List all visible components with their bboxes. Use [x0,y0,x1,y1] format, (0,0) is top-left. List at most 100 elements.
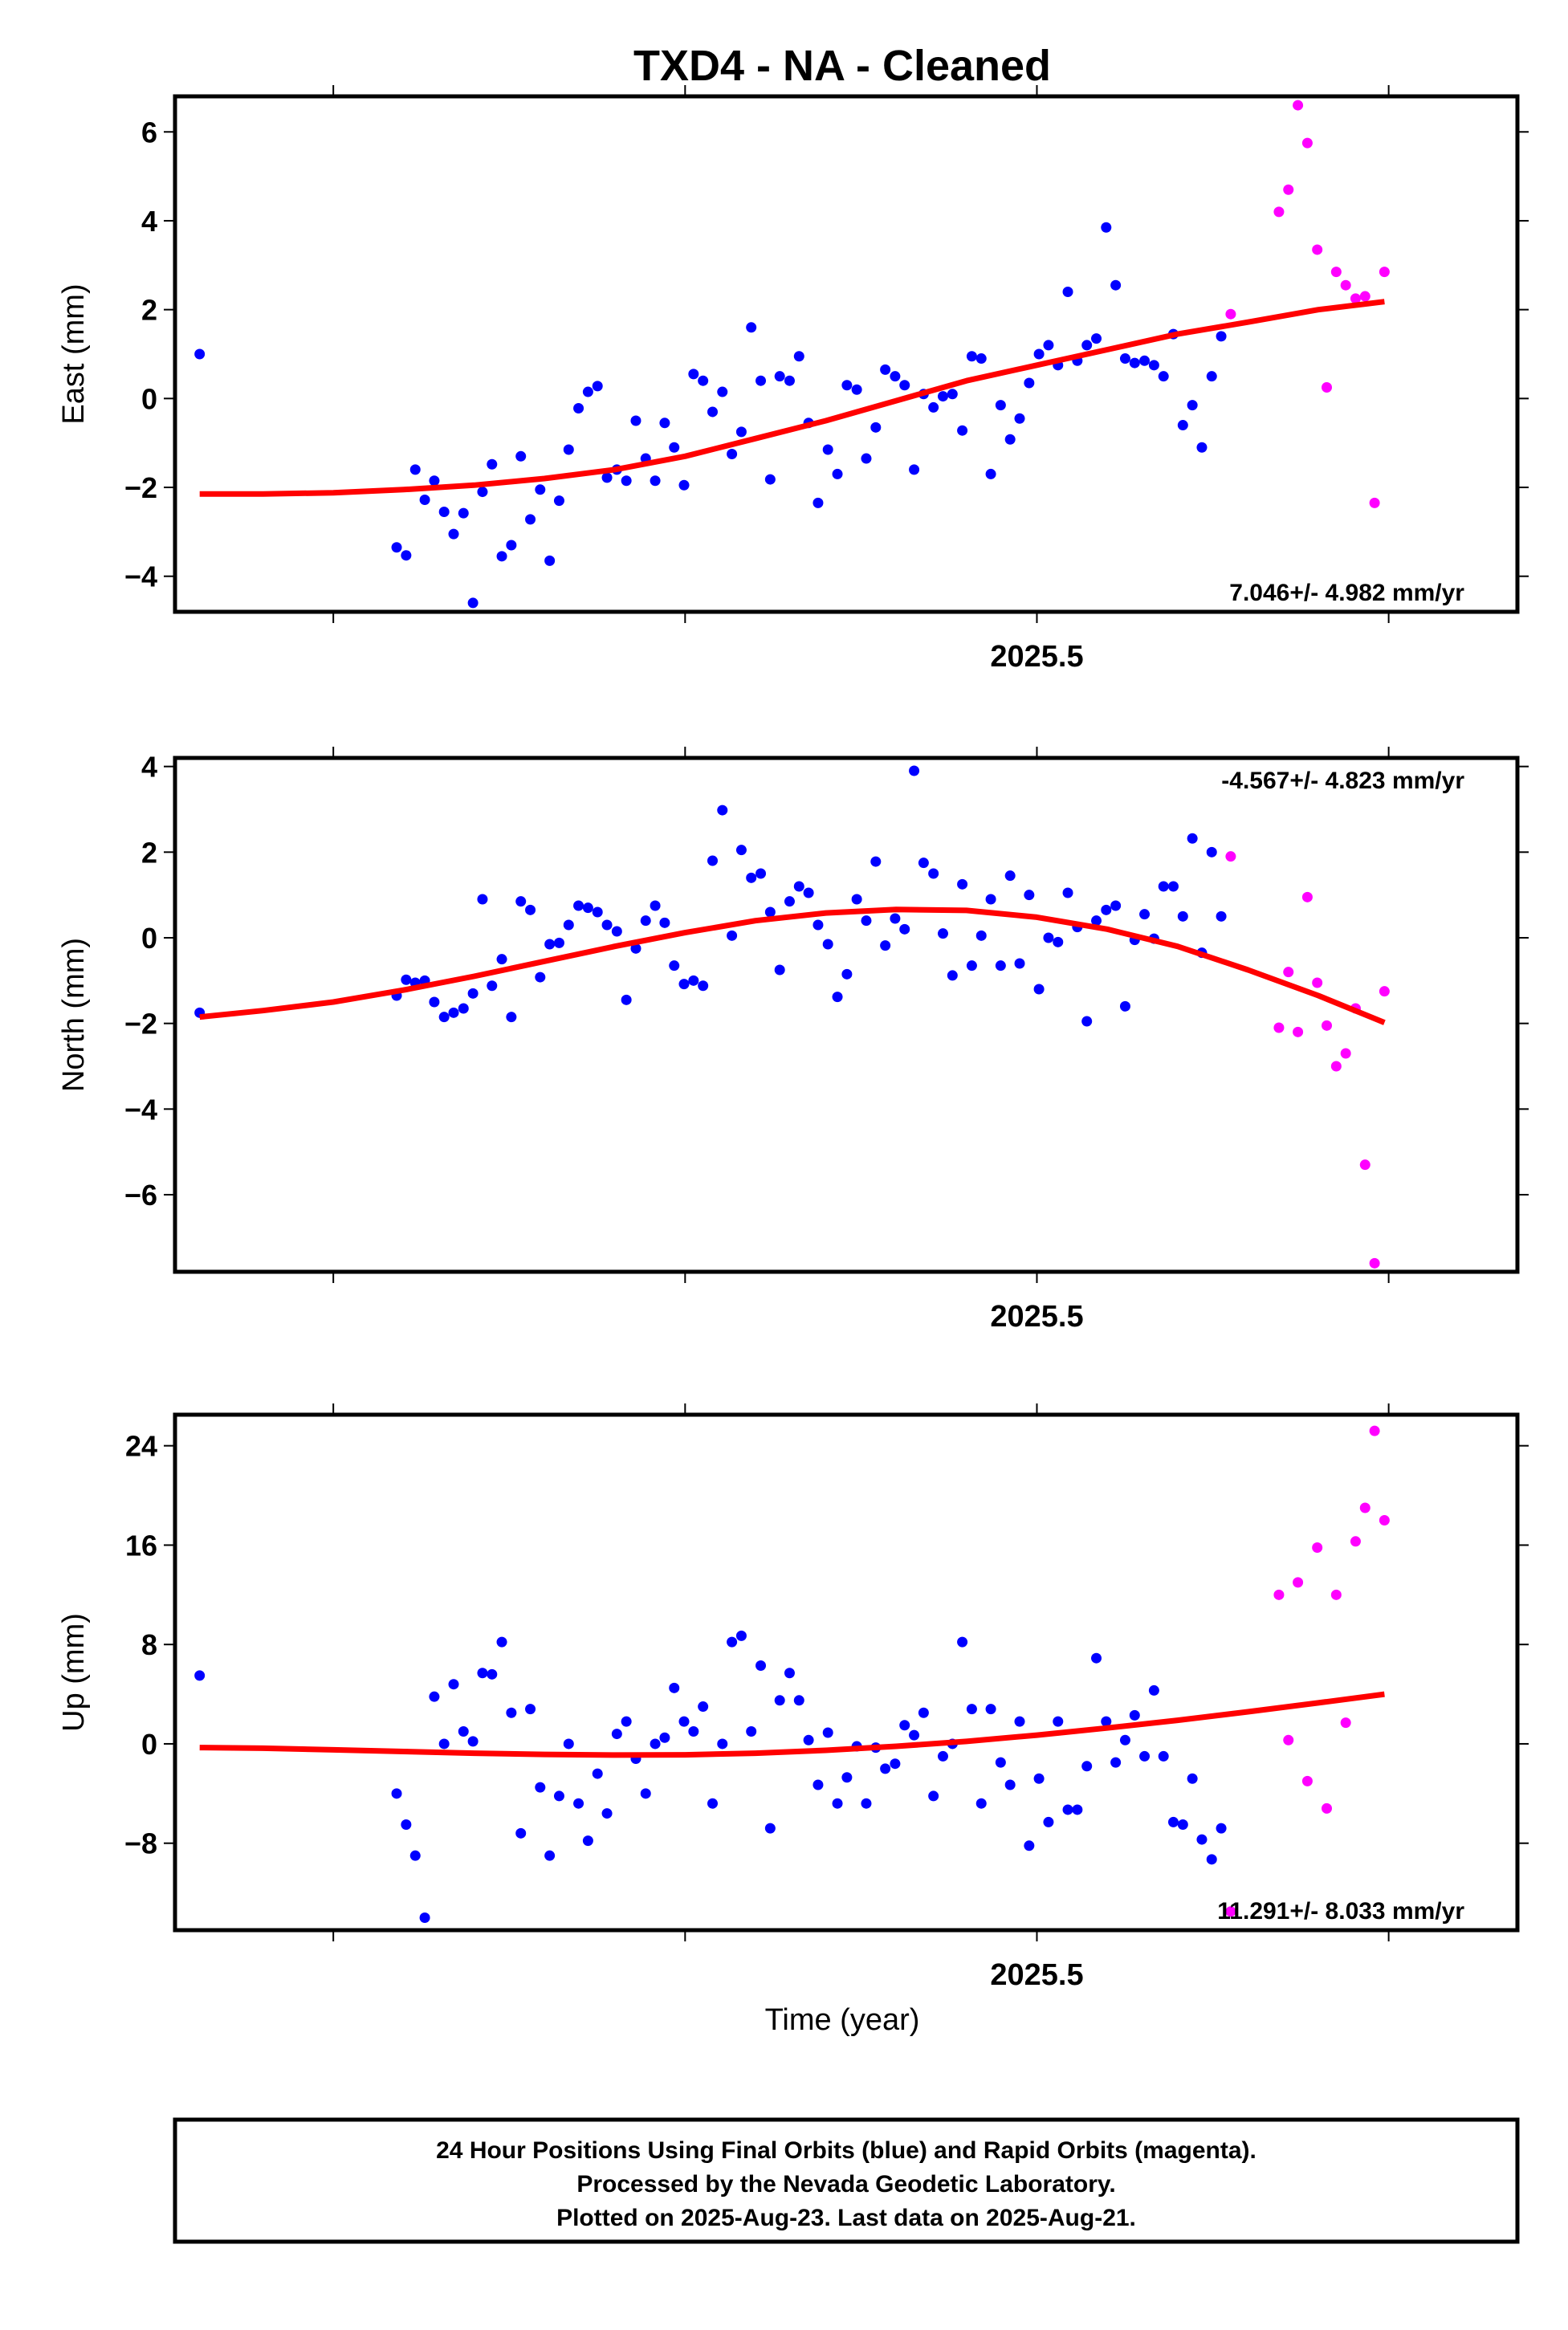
data-point-final [1110,900,1122,911]
caption-line-2: Processed by the Nevada Geodetic Laborat… [576,2171,1115,2198]
data-point-final [669,1682,680,1693]
data-point-final [659,418,670,429]
data-point-final [1187,833,1198,844]
data-point-final [717,386,728,397]
data-point-final [1129,357,1140,369]
data-point-final [746,872,757,883]
data-point-rapid [1330,1061,1342,1072]
data-point-final [1062,887,1073,898]
data-point-final [1206,846,1217,857]
data-point-final [1091,1652,1102,1664]
data-point-rapid [1350,293,1361,304]
data-point-final [1177,910,1188,922]
data-point-final [1206,1854,1217,1865]
data-point-final [582,902,593,914]
y-tick-label: 0 [141,1728,157,1761]
data-point-final [553,1790,564,1802]
data-point-final [429,1691,440,1702]
points-group-0 [194,100,1390,609]
data-point-final [1062,1804,1073,1815]
data-point-final [707,1798,719,1809]
data-point-final [735,426,747,438]
data-point-final [1081,340,1093,351]
data-point-final [861,1798,872,1809]
data-point-final [640,1788,651,1799]
data-point-final [1043,340,1054,351]
data-point-final [409,464,421,475]
data-point-rapid [1340,1048,1351,1059]
data-point-rapid [1225,851,1236,862]
panel-2: −8 0 8 16 24 2025.5 Up (mm) 11.291+/- 8.033 mm/… [57,1403,1529,1992]
data-point-final [1167,1816,1179,1827]
data-point-final [601,1808,613,1819]
data-point-rapid [1283,184,1294,195]
data-point-final [1196,442,1208,453]
figure-title: TXD4 - NA - Cleaned [633,42,1051,90]
data-point-final [746,322,757,333]
data-point-final [985,894,996,905]
data-point-rapid [1322,1802,1333,1814]
panel-1: −6 −4 −2 0 2 4 2025.5 North (mm) -4.567+/- 4.823… [57,747,1529,1334]
x-tick-label: 2025.5 [990,1958,1083,1992]
data-point-final [650,475,661,487]
data-point-final [957,425,968,436]
data-point-final [947,970,958,981]
data-point-final [1033,984,1045,995]
y-tick-label: 24 [125,1430,157,1463]
y-tick-label: 0 [141,382,157,415]
data-point-final [774,371,785,382]
data-point-final [966,960,977,972]
data-point-final [438,1012,450,1023]
data-point-final [592,381,603,392]
data-point-final [1101,904,1112,915]
data-point-final [707,855,719,866]
data-point-final [698,375,709,386]
y-tick-label: −4 [124,1093,157,1126]
data-point-final [429,996,440,1008]
points-group-2 [194,1425,1390,1924]
y-axis-label: Up (mm) [57,1613,91,1732]
data-point-final [727,449,738,460]
data-point-final [784,896,795,907]
data-point-final [975,930,987,941]
x-axis-label: Time (year) [765,2003,920,2037]
data-point-final [995,400,1006,411]
y-tick-label: 6 [141,116,157,149]
data-point-final [630,415,641,426]
y-tick-label: −2 [124,1008,157,1041]
data-point-final [1053,1716,1064,1727]
data-point-final [995,1757,1006,1768]
data-point-final [1110,1757,1122,1768]
data-point-final [438,1738,450,1750]
data-point-final [496,551,507,562]
fit-curve [199,906,1386,1025]
data-point-final [515,450,527,462]
data-point-final [409,1850,421,1861]
data-point-final [429,475,440,487]
data-point-final [487,458,498,470]
data-point-rapid [1312,1542,1323,1554]
y-axis-label: North (mm) [57,938,91,1092]
data-point-final [1110,279,1122,291]
data-point-final [698,980,709,992]
data-point-rapid [1293,1577,1304,1588]
data-point-final [832,992,843,1003]
data-point-final [890,1758,901,1770]
data-point-final [717,1738,728,1750]
data-point-final [535,484,546,495]
data-point-rapid [1379,986,1390,997]
data-point-final [659,1732,670,1743]
data-point-final [659,917,670,928]
data-point-rapid [1293,1026,1304,1037]
y-tick-label: −4 [124,560,157,593]
data-point-final [793,881,804,892]
data-point-final [957,1636,968,1648]
data-point-final [601,472,613,483]
data-point-final [477,487,488,498]
y-tick-label: 8 [141,1628,157,1661]
data-point-final [401,550,412,561]
data-point-final [1081,1016,1093,1027]
data-point-final [487,1668,498,1680]
data-point-rapid [1322,1020,1333,1031]
panel-0: −4 −2 0 2 4 6 2025.5 East (mm) 7.046+/- 4.982 mm… [57,85,1529,674]
